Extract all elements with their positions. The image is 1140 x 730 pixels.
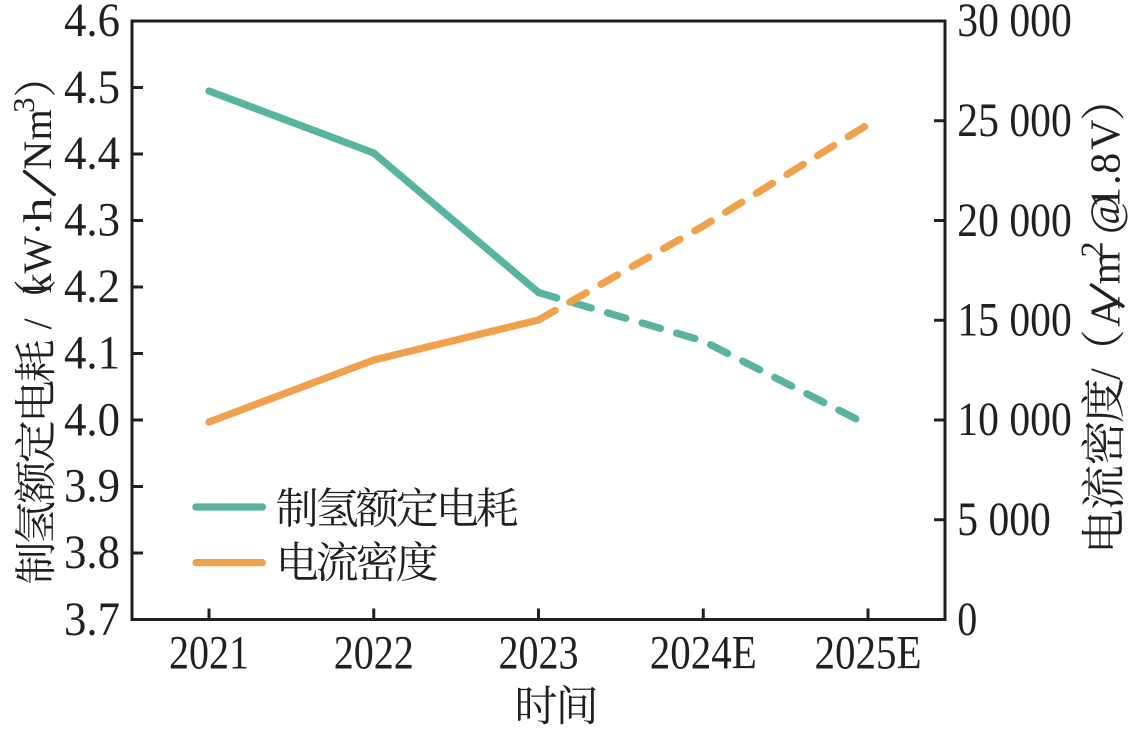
svg-text:25 000: 25 000: [957, 95, 1072, 147]
svg-text:4.6: 4.6: [64, 0, 120, 47]
svg-text:3: 3: [6, 97, 41, 113]
svg-text:·: ·: [15, 222, 60, 235]
svg-text:2021: 2021: [169, 628, 249, 680]
svg-text:2023: 2023: [499, 628, 579, 680]
svg-text:4.0: 4.0: [64, 394, 120, 446]
svg-text:4.1: 4.1: [64, 328, 120, 380]
svg-text:4.5: 4.5: [64, 62, 120, 114]
svg-text:10 000: 10 000: [957, 394, 1072, 446]
svg-text:20 000: 20 000: [957, 195, 1072, 247]
svg-text:m: m: [15, 109, 60, 140]
svg-text:N: N: [15, 141, 60, 170]
svg-text:V: V: [1084, 119, 1130, 149]
svg-text:3.7: 3.7: [64, 594, 120, 646]
svg-text:4.3: 4.3: [64, 195, 120, 247]
svg-text:30 000: 30 000: [957, 0, 1072, 47]
svg-text:15 000: 15 000: [957, 295, 1072, 347]
svg-text:h: h: [15, 198, 60, 224]
svg-text:1: 1: [1084, 187, 1130, 208]
svg-text:0: 0: [957, 594, 977, 646]
svg-text:@: @: [1084, 195, 1130, 234]
svg-text:kW: kW: [15, 235, 60, 293]
svg-text:/: /: [15, 318, 60, 330]
svg-text:5 000: 5 000: [957, 494, 1051, 546]
svg-text:8: 8: [1084, 153, 1130, 174]
svg-text:4.2: 4.2: [64, 261, 120, 313]
svg-text:2024E: 2024E: [650, 628, 757, 680]
svg-text:2022: 2022: [334, 628, 414, 680]
svg-text:3.9: 3.9: [64, 461, 120, 513]
svg-text:4.4: 4.4: [64, 128, 120, 180]
svg-text:2: 2: [1074, 242, 1110, 258]
svg-text:3.8: 3.8: [64, 527, 120, 579]
svg-text:/: /: [1084, 368, 1130, 380]
svg-text:m: m: [1084, 251, 1130, 284]
svg-text:2025E: 2025E: [815, 628, 922, 680]
svg-text:.: .: [1084, 175, 1130, 186]
svg-text:A: A: [1084, 296, 1130, 327]
